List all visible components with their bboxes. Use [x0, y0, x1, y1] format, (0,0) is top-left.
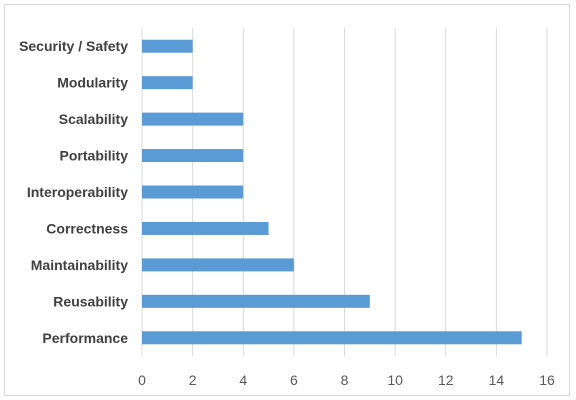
- x-tick-label: 6: [290, 372, 298, 388]
- x-tick-label: 16: [539, 372, 555, 388]
- x-tick-label: 0: [138, 372, 146, 388]
- category-label: Interoperability: [27, 184, 128, 200]
- bar: [142, 149, 244, 163]
- category-label: Correctness: [46, 220, 128, 236]
- bar: [142, 331, 522, 345]
- bar: [142, 185, 244, 199]
- category-label: Reusability: [53, 293, 128, 309]
- chart-frame: [4, 4, 570, 396]
- x-tick-label: 12: [438, 372, 454, 388]
- x-tick-label: 10: [387, 372, 403, 388]
- category-label: Security / Safety: [19, 38, 128, 54]
- bar: [142, 112, 244, 126]
- bar: [142, 76, 193, 90]
- bar: [142, 221, 269, 235]
- category-label: Maintainability: [31, 257, 128, 273]
- category-label: Performance: [42, 330, 128, 346]
- bar: [142, 258, 294, 272]
- x-tick-label: 8: [341, 372, 349, 388]
- bar: [142, 39, 193, 53]
- x-tick-label: 4: [239, 372, 247, 388]
- category-label: Portability: [60, 148, 129, 164]
- x-tick-label: 2: [189, 372, 197, 388]
- category-label: Scalability: [59, 111, 128, 127]
- x-tick-label: 14: [489, 372, 505, 388]
- category-label: Modularity: [57, 75, 128, 91]
- bar: [142, 294, 370, 308]
